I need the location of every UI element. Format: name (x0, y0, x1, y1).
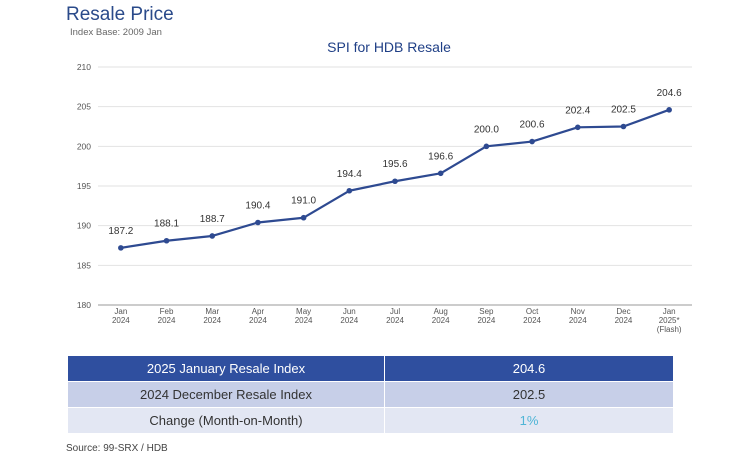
data-label: 188.7 (200, 214, 225, 225)
data-point (163, 237, 170, 244)
data-label: 202.4 (565, 105, 590, 116)
data-point (118, 245, 124, 251)
y-tick-label: 210 (77, 62, 91, 72)
data-label: 202.5 (611, 105, 636, 116)
x-tick-label: May 2024 (295, 307, 313, 325)
data-point (483, 143, 490, 150)
y-tick-label: 185 (77, 260, 91, 270)
chart-title: SPI for HDB Resale (327, 39, 451, 55)
y-tick-label: 200 (77, 141, 91, 151)
data-label: 204.6 (657, 88, 682, 99)
data-label: 190.4 (245, 200, 270, 211)
data-point (346, 187, 353, 194)
data-point (392, 178, 398, 185)
data-label: 200.6 (520, 120, 545, 131)
x-tick-label: Sep 2024 (477, 307, 495, 325)
y-tick-label: 180 (77, 300, 91, 310)
x-tick-label: Feb 2024 (158, 307, 176, 325)
row-value: 1% (384, 407, 674, 434)
x-tick-label: Jan 2025* (Flash) (657, 307, 682, 334)
data-label: 195.6 (382, 159, 407, 170)
x-tick-label: Jan 2024 (112, 307, 130, 325)
x-tick-label: Jul 2024 (386, 307, 404, 325)
data-point (255, 219, 261, 226)
data-point (529, 138, 535, 145)
row-label: Change (Month-on-Month) (67, 407, 385, 434)
table-row: 2025 January Resale Index 204.6 (67, 355, 674, 382)
spi-line-chart: 180 185 190 195 200 205 210 Jan 2024 Feb 2024 Mar 20… (77, 62, 692, 334)
data-label: 196.6 (428, 151, 453, 162)
source-note: Source: 99-SRX / HDB (66, 443, 168, 454)
x-tick-label: Dec 2024 (615, 307, 633, 325)
data-point (666, 107, 672, 113)
data-label: 200.0 (474, 124, 499, 135)
row-value: 202.5 (384, 381, 674, 408)
data-label: 191.0 (291, 196, 316, 207)
index-base-note: Index Base: 2009 Jan (70, 27, 162, 38)
row-value: 204.6 (384, 355, 674, 382)
x-tick-label: Nov 2024 (569, 307, 587, 325)
row-label: 2024 December Resale Index (67, 381, 385, 408)
data-point (574, 124, 581, 131)
y-tick-label: 190 (77, 221, 91, 231)
data-label: 187.2 (108, 226, 133, 237)
x-tick-label: Mar 2024 (203, 307, 221, 325)
x-tick-label: Aug 2024 (432, 307, 450, 325)
data-point (437, 170, 444, 177)
x-tick-label: Jun 2024 (340, 307, 358, 325)
data-label: 188.1 (154, 219, 179, 230)
table-row: Change (Month-on-Month) 1% (67, 407, 674, 434)
x-tick-label: Oct 2024 (523, 307, 541, 325)
page-title: Resale Price (66, 4, 174, 25)
data-point (620, 123, 627, 130)
data-point (209, 233, 216, 239)
data-label: 194.4 (337, 169, 362, 180)
row-label: 2025 January Resale Index (67, 355, 385, 382)
data-point (300, 214, 307, 221)
y-tick-label: 205 (77, 102, 91, 112)
y-tick-label: 195 (77, 181, 91, 191)
resale-index-summary-table: 2025 January Resale Index 204.6 2024 Dec… (67, 355, 674, 434)
x-tick-label: Apr 2024 (249, 307, 267, 325)
table-row: 2024 December Resale Index 202.5 (67, 381, 674, 408)
